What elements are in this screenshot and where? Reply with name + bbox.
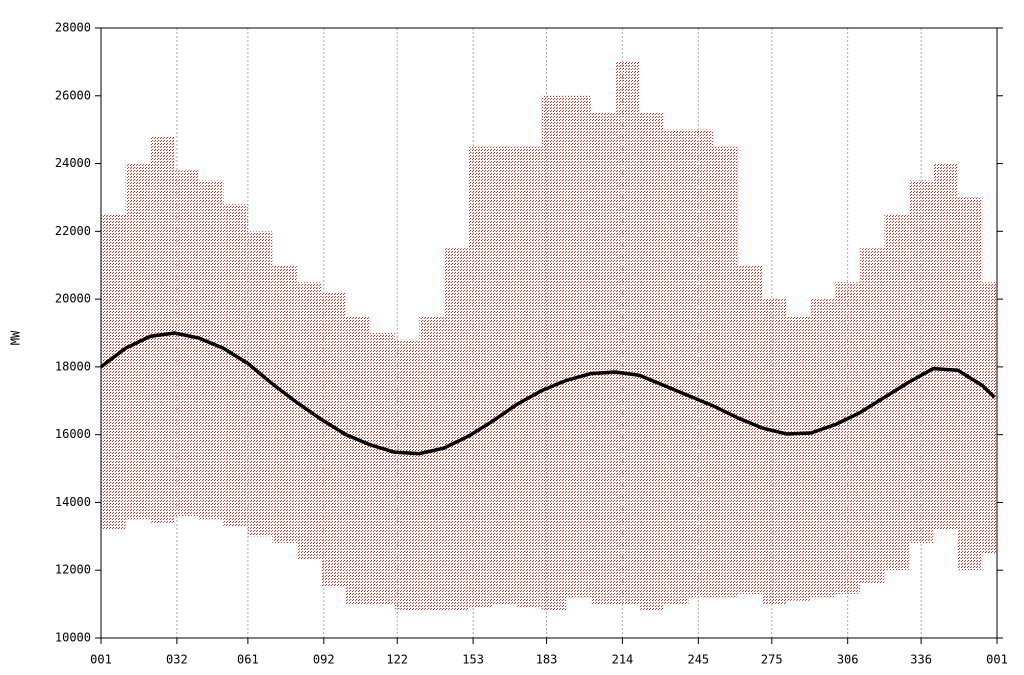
load-range xyxy=(223,204,248,527)
y-tick-label: 16000 xyxy=(55,427,91,441)
load-range xyxy=(859,248,885,584)
y-tick-label: 10000 xyxy=(55,631,91,645)
load-range xyxy=(761,299,787,605)
load-range xyxy=(321,292,346,588)
y-tick-label: 12000 xyxy=(55,563,91,577)
load-range xyxy=(810,299,836,598)
load-range xyxy=(149,136,175,523)
x-tick-label: 032 xyxy=(166,653,188,667)
y-tick-label: 14000 xyxy=(55,495,91,509)
load-range xyxy=(174,170,199,517)
x-tick-label: 122 xyxy=(386,653,408,667)
load-range xyxy=(737,265,762,594)
x-tick-label: 183 xyxy=(536,653,558,667)
load-range xyxy=(933,163,958,530)
x-tick-label: 245 xyxy=(687,653,709,667)
x-tick-label: 001 xyxy=(90,653,112,667)
load-range xyxy=(982,282,997,554)
load-range xyxy=(688,129,714,598)
x-tick-label: 306 xyxy=(837,653,859,667)
load-range xyxy=(786,316,811,601)
load-range xyxy=(639,112,665,611)
load-range xyxy=(370,333,395,605)
x-tick-label: 214 xyxy=(612,653,634,667)
load-range xyxy=(884,214,909,571)
plot-frame xyxy=(100,27,998,639)
smoothed-line xyxy=(99,331,996,456)
load-range xyxy=(713,146,738,598)
load-range xyxy=(247,231,273,537)
x-tick-label: 092 xyxy=(313,653,335,667)
y-axis-label: MW xyxy=(9,330,23,345)
x-tick-label: 275 xyxy=(761,653,783,667)
load-range xyxy=(590,112,616,605)
load-range xyxy=(345,316,371,605)
load-range xyxy=(101,214,126,530)
x-tick-label: 061 xyxy=(237,653,259,667)
load-range xyxy=(296,282,322,561)
load-range xyxy=(394,339,420,611)
y-tick-label: 22000 xyxy=(55,224,91,238)
load-range xyxy=(517,146,542,608)
y-tick-label: 26000 xyxy=(55,88,91,102)
load-range xyxy=(272,265,297,544)
x-tick-label: 336 xyxy=(910,653,932,667)
load-range xyxy=(541,95,567,611)
y-tick-label: 24000 xyxy=(55,156,91,170)
y-tick-label: 18000 xyxy=(55,359,91,373)
load-range xyxy=(468,146,493,608)
load-range xyxy=(664,129,689,605)
y-tick-label: 28000 xyxy=(55,21,91,35)
y-tick-label: 20000 xyxy=(55,292,91,306)
x-tick-label: 001 xyxy=(986,653,1008,667)
load-range xyxy=(419,316,444,611)
x-tick-label: 153 xyxy=(462,653,484,667)
load-range xyxy=(198,180,224,520)
load-range xyxy=(492,146,518,605)
load-range xyxy=(615,61,640,605)
load-range xyxy=(443,248,469,611)
load-range xyxy=(566,95,591,598)
